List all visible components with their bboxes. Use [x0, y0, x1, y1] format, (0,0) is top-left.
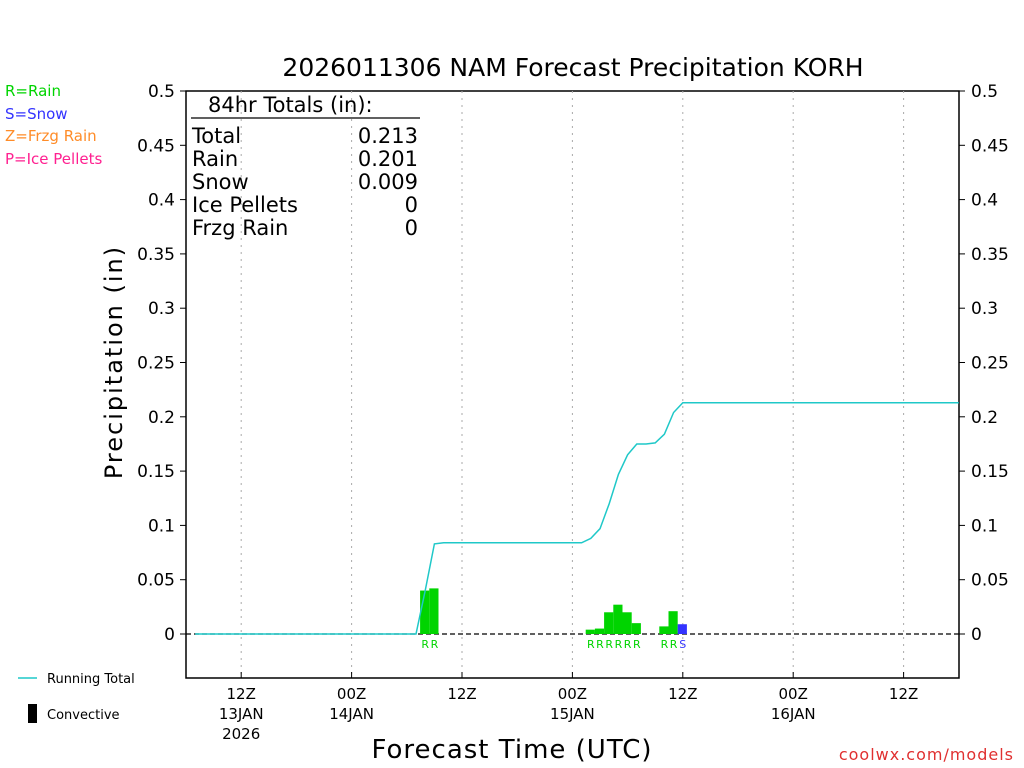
precip-bar [613, 604, 623, 634]
y-tick-label-left: 0.15 [137, 462, 175, 482]
legend-convective-swatch [28, 704, 37, 723]
y-tick-label-right: 0.2 [971, 408, 998, 428]
y-tick-label-right: 0.1 [971, 516, 998, 536]
precip-bar [585, 629, 595, 634]
legend-ice-pellets: P=Ice Pellets [5, 150, 102, 168]
totals-row-label: Snow [192, 170, 249, 194]
precip-bar [677, 624, 687, 634]
totals-row-value: 0.009 [358, 170, 418, 194]
y-tick-label-right: 0.25 [971, 354, 1009, 374]
totals-row-value: 0 [405, 216, 418, 240]
totals-row-value: 0.201 [358, 147, 418, 171]
precip-type-letter: R [670, 638, 678, 651]
x-tick-label: 00Z [337, 685, 366, 703]
precip-type-letter: S [679, 638, 686, 651]
precip-type-letter: R [596, 638, 604, 651]
y-tick-label-left: 0.1 [148, 516, 175, 536]
x-tick-year: 2026 [222, 725, 260, 743]
running-total-line [195, 401, 959, 635]
y-tick-label-right: 0.5 [971, 82, 998, 102]
y-tick-label-left: 0.4 [148, 191, 175, 211]
y-tick-label-right: 0.15 [971, 462, 1009, 482]
precip-type-letter: R [633, 638, 641, 651]
y-axis-label: Precipitation (in) [100, 245, 128, 479]
y-tick-label-left: 0 [164, 625, 175, 645]
precip-type-letter: R [587, 638, 595, 651]
legend-snow: S=Snow [5, 105, 68, 123]
precip-type-letter: R [421, 638, 429, 651]
y-axis-ticks: 0 00.05 0.050.1 0.10.15 0.150.2 0.20.25 0.250.… [137, 82, 1009, 645]
y-tick-label-left: 0.35 [137, 245, 175, 265]
credit-text: coolwx.com/models [839, 745, 1014, 764]
totals-row-label: Rain [192, 147, 238, 171]
precip-bar [594, 628, 605, 634]
x-tick-label: 00Z [779, 685, 808, 703]
precip-bar [668, 611, 678, 634]
totals-row-label: Ice Pellets [192, 193, 298, 217]
precip-bar [429, 588, 439, 634]
precip-bar [604, 612, 614, 634]
totals-header: 84hr Totals (in): [208, 93, 373, 117]
totals-row-label: Total [191, 124, 241, 148]
totals-row-value: 0.213 [358, 124, 418, 148]
x-tick-label: 00Z [558, 685, 587, 703]
precip-type-letter: R [615, 638, 623, 651]
totals-row-label: Frzg Rain [192, 216, 288, 240]
y-tick-label-right: 0.05 [971, 571, 1009, 591]
totals-row-value: 0 [405, 193, 418, 217]
y-tick-label-left: 0.05 [137, 571, 175, 591]
x-tick-label: 12Z [227, 685, 256, 703]
x-tick-date: 15JAN [550, 705, 595, 723]
precip-bar [631, 623, 641, 634]
precip-bar [622, 612, 632, 634]
x-tick-date: 13JAN [219, 705, 264, 723]
y-tick-label-left: 0.2 [148, 408, 175, 428]
y-tick-label-left: 0.45 [137, 136, 175, 156]
grid-layer [240, 91, 905, 678]
y-tick-label-right: 0.45 [971, 136, 1009, 156]
y-tick-label-left: 0.25 [137, 354, 175, 374]
legend-running-total: Running Total [47, 672, 135, 687]
precip-type-letter: R [605, 638, 613, 651]
x-tick-date: 16JAN [771, 705, 816, 723]
precip-type-letter: R [624, 638, 632, 651]
bar-layer [420, 588, 687, 634]
x-tick-label: 12Z [668, 685, 697, 703]
x-tick-label: 12Z [447, 685, 476, 703]
precip-type-letter: R [431, 638, 439, 651]
legend-rain: R=Rain [5, 82, 61, 100]
y-tick-label-left: 0.5 [148, 82, 175, 102]
x-axis-ticks: 12Z 13JAN 2026 00Z 14JAN 12Z 00Z 15JAN 12Z 00Z 16J… [219, 672, 918, 743]
x-tick-date: 14JAN [329, 705, 374, 723]
x-tick-label: 12Z [889, 685, 918, 703]
y-tick-label-right: 0.35 [971, 245, 1009, 265]
y-tick-label-right: 0.3 [971, 299, 998, 319]
totals-rows: Total 0.213 Rain 0.201 Snow 0.009 Ice Pellets 0… [191, 124, 418, 240]
x-axis-label: Forecast Time (UTC) [371, 735, 652, 765]
y-tick-label-right: 0.4 [971, 191, 998, 211]
totals-box: 84hr Totals (in): Total 0.213 Rain 0.201 Sno… [191, 93, 420, 240]
precip-type-letter: R [661, 638, 669, 651]
y-tick-label-right: 0 [971, 625, 982, 645]
legend-convective: Convective [47, 708, 120, 723]
legend-frzg-rain: Z=Frzg Rain [5, 127, 97, 145]
precip-bar [659, 626, 669, 634]
precip-bar [420, 590, 430, 634]
y-tick-label-left: 0.3 [148, 299, 175, 319]
chart-title: 2026011306 NAM Forecast Precipitation KO… [282, 53, 863, 82]
